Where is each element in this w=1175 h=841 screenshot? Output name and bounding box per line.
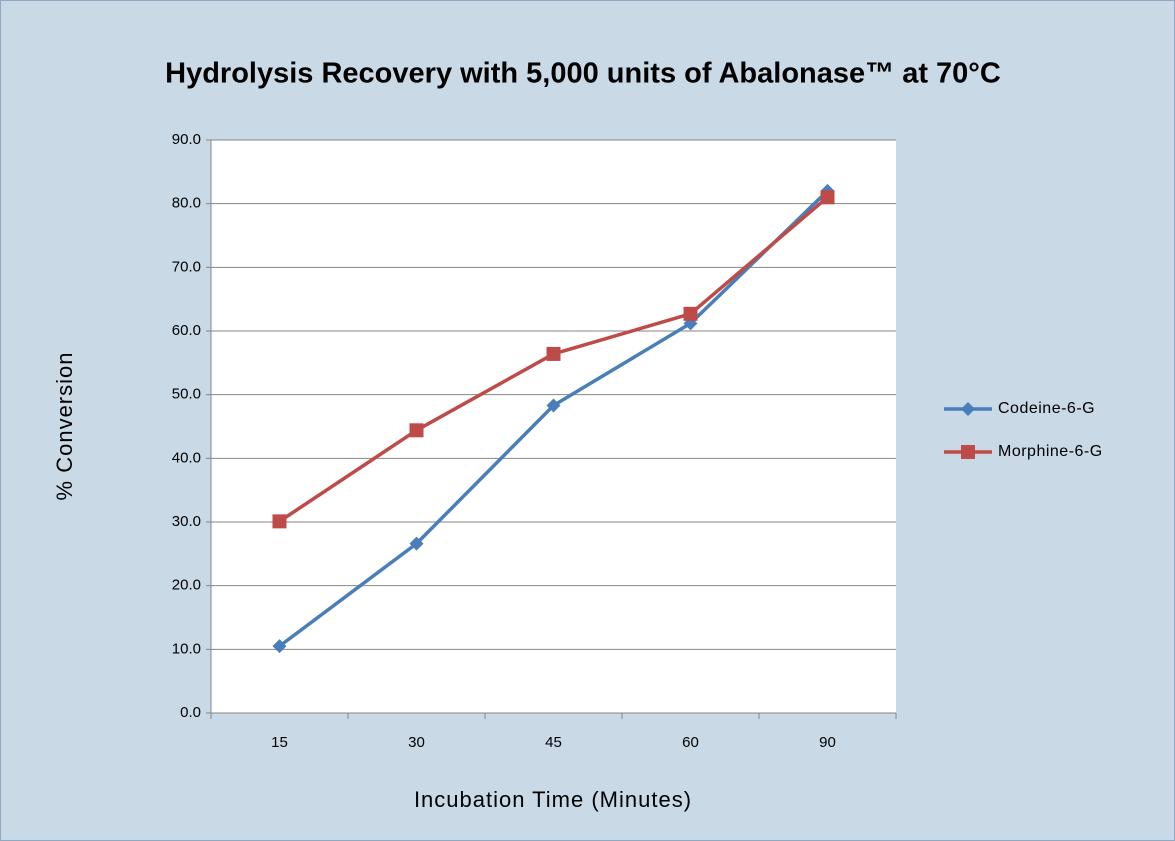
data-point (683, 306, 698, 321)
data-point (272, 639, 287, 654)
y-tick-label: 30.0 (172, 513, 201, 530)
x-tick-label: 60 (682, 734, 699, 751)
y-tick-label: 90.0 (172, 131, 201, 148)
y-tick-label: 0.0 (180, 704, 201, 721)
data-point (546, 398, 561, 413)
y-tick-label: 70.0 (172, 258, 201, 275)
y-tick-label: 40.0 (172, 449, 201, 466)
data-point (409, 423, 424, 438)
plot-layer: 0.0 10.0 20.0 30.0 40.0 50.0 60.0 70.0 80.0 90.0 1… (172, 131, 1103, 751)
x-axis-label: Incubation Time (Minutes) (414, 787, 692, 812)
y-tick-label: 50.0 (172, 386, 201, 403)
legend-marker (961, 445, 975, 459)
y-tick-label: 10.0 (172, 640, 201, 657)
chart-title: Hydrolysis Recovery with 5,000 units of … (165, 58, 1001, 90)
data-point (409, 536, 424, 551)
data-point (820, 190, 835, 205)
legend-label: Codeine-6-G (998, 400, 1095, 417)
x-tick-label: 30 (408, 734, 425, 751)
y-tick-label: 80.0 (172, 195, 201, 212)
data-point (272, 514, 287, 529)
legend-label: Morphine-6-G (998, 443, 1103, 460)
x-tick-label: 15 (271, 734, 288, 751)
y-axis-label: % Conversion (52, 352, 77, 501)
legend-marker (961, 402, 975, 416)
y-tick-label: 20.0 (172, 577, 201, 594)
y-tick-label: 60.0 (172, 322, 201, 339)
data-point (546, 346, 561, 361)
x-tick-label: 45 (545, 734, 562, 751)
x-tick-label: 90 (819, 734, 836, 751)
